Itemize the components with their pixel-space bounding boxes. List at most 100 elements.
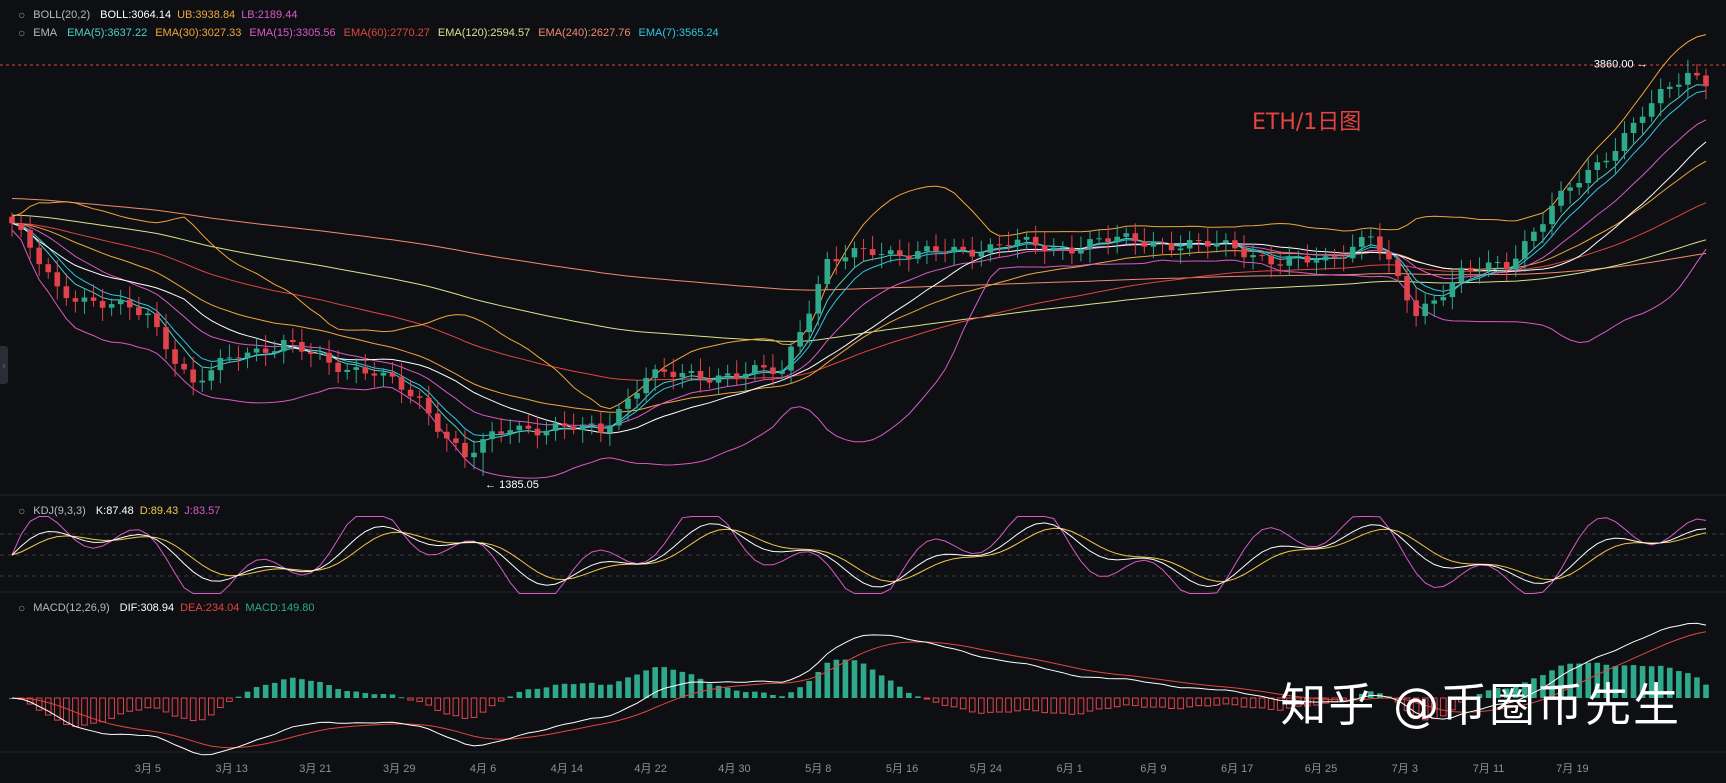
candle-body	[136, 307, 142, 316]
candle-body	[90, 297, 97, 301]
ema-15-line	[11, 119, 1707, 427]
macd-bar	[1258, 697, 1266, 709]
candle-body	[36, 247, 42, 265]
macd-bar	[1267, 697, 1275, 710]
ema-240-line	[11, 198, 1707, 291]
macd-bar	[534, 688, 541, 698]
candle-body	[1204, 240, 1211, 247]
candle-body	[842, 257, 849, 262]
candle-body	[1114, 236, 1120, 243]
candle-body	[99, 300, 106, 308]
macd-bar	[697, 678, 704, 698]
macd-bar	[144, 697, 152, 709]
side-collapse-handle[interactable]: ›	[0, 346, 8, 384]
ema-legend-item: EMA(120):2594.57	[437, 27, 531, 39]
x-tick-label: 7月 3	[1392, 763, 1418, 775]
macd-bar	[317, 681, 323, 698]
ema-7-line	[11, 90, 1707, 437]
x-tick-label: 7月 19	[1556, 763, 1588, 775]
boll-ub: UB:3938.84	[177, 9, 236, 21]
candle-body	[1485, 262, 1492, 271]
macd-dif: DIF:308.94	[119, 602, 175, 614]
macd-bar	[1295, 697, 1302, 707]
macd-bar	[1421, 697, 1429, 721]
macd-bar	[335, 689, 341, 698]
eye-icon[interactable]: ○	[18, 601, 26, 615]
candle-body	[498, 431, 504, 434]
candle-body	[1214, 243, 1220, 247]
candle-body	[824, 259, 831, 285]
candle-body	[1694, 72, 1700, 76]
boll-lb: LB:2189.44	[241, 9, 298, 21]
macd-bar	[217, 697, 224, 709]
eye-icon[interactable]: ○	[18, 504, 26, 518]
macd-bar	[326, 685, 332, 698]
macd-bar	[443, 697, 451, 715]
candle-body	[1150, 242, 1157, 247]
candle-body	[1322, 256, 1329, 261]
candle-body	[1358, 237, 1365, 247]
macd-bar	[416, 697, 423, 702]
macd-bar	[561, 683, 568, 698]
ema-legend-item: EMA(15):3305.56	[249, 27, 336, 39]
candle-body	[1232, 240, 1238, 249]
x-tick-label: 4月 22	[634, 763, 666, 775]
macd-bar	[842, 659, 849, 698]
candle-body	[163, 327, 169, 350]
x-tick-label: 3月 13	[215, 763, 247, 775]
candle-body	[634, 393, 640, 399]
candle-body	[933, 246, 939, 252]
candle-body	[1404, 276, 1410, 301]
candle-body	[81, 297, 88, 302]
macd-dif-line	[11, 622, 1707, 756]
macd-bar	[579, 683, 586, 698]
candle-body	[507, 430, 514, 434]
macd-bar	[1285, 697, 1293, 709]
macd-bar	[706, 683, 713, 698]
grid-lines	[0, 64, 1726, 753]
macd-bar	[1168, 697, 1175, 709]
candle-body	[951, 246, 957, 253]
candle-body	[126, 299, 133, 308]
candle-body	[1386, 251, 1392, 260]
macd-bar	[1050, 697, 1058, 714]
macd-bar	[1322, 697, 1329, 704]
candle-body	[643, 377, 649, 394]
candle-body	[924, 246, 930, 252]
candle-body	[1503, 262, 1510, 270]
macd-bar	[996, 697, 1003, 713]
x-axis: 3月 5 3月 13 3月 21 3月 29 4月 6 4月 14 4月 22 4月 30 5月…	[135, 763, 1589, 775]
candle-body	[462, 442, 468, 458]
macd-bar	[198, 697, 206, 721]
macd-bar	[1131, 697, 1139, 707]
macd-bar	[290, 677, 296, 698]
macd-bar	[353, 691, 360, 698]
macd-bar	[752, 691, 758, 698]
macd-bar	[1540, 675, 1546, 698]
candle-body	[1476, 270, 1483, 272]
candle-body	[588, 423, 595, 425]
eye-icon[interactable]: ○	[18, 8, 26, 22]
macd-bar	[1204, 697, 1212, 707]
macd-bar	[733, 690, 740, 698]
candle-body	[1449, 282, 1456, 298]
candle-body	[1657, 89, 1664, 104]
macd-bar	[1159, 697, 1166, 708]
macd-bar	[715, 685, 722, 698]
x-tick-label: 3月 21	[299, 763, 331, 775]
macd-bar	[977, 697, 985, 714]
macd-bar	[742, 692, 749, 698]
candle-body	[607, 425, 613, 433]
candle-body	[752, 365, 758, 374]
x-tick-label: 6月 9	[1140, 763, 1166, 775]
candle-body	[9, 216, 15, 224]
macd-name: MACD(12,26,9)	[33, 602, 110, 614]
candle-body	[1494, 262, 1501, 264]
eye-icon[interactable]: ○	[18, 26, 26, 40]
candle-body	[742, 373, 749, 379]
candle-body	[1576, 183, 1582, 188]
macd-bar	[1249, 697, 1257, 709]
candle-body	[1458, 267, 1465, 283]
candle-body	[652, 369, 658, 378]
